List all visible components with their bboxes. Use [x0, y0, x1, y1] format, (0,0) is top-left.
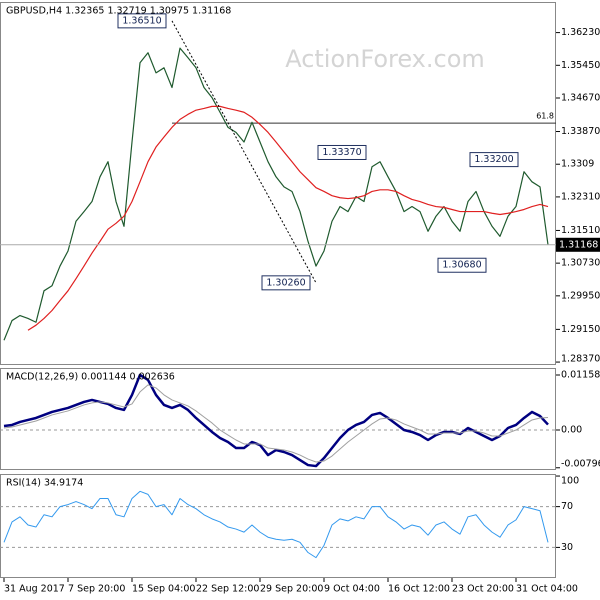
last-price-label: 1.31168	[559, 239, 598, 250]
series-line	[3, 47, 549, 341]
panel-frame	[0, 474, 556, 578]
fib-label: 61.8	[536, 112, 554, 121]
y-tick-label: 1.29150	[561, 324, 600, 335]
y-tick-label: 1.34670	[561, 92, 600, 103]
price-label-box	[261, 275, 311, 291]
y-tick-label: 0.011588	[561, 370, 600, 381]
y-tick-label: 100	[561, 476, 579, 487]
y-tick-label: 30	[561, 542, 573, 553]
panel-title: RSI(14) 34.9174	[6, 478, 83, 489]
y-tick-label: 1.29950	[561, 290, 600, 301]
trend-line	[171, 20, 317, 284]
x-tick-label: 9 Oct 04:00	[324, 584, 380, 595]
price-label-box	[437, 257, 487, 273]
y-tick-label: 1.35450	[561, 60, 600, 71]
price-label: 1.30680	[442, 260, 481, 271]
x-tick-label: 15 Sep 04:00	[132, 584, 195, 595]
x-tick-label: 22 Sep 12:00	[196, 584, 259, 595]
y-tick-label: 1.3309	[561, 159, 594, 170]
y-tick-label: 1.30730	[561, 258, 600, 269]
panel-frame	[0, 2, 556, 365]
price-label-box	[469, 152, 519, 168]
y-tick-label: 0.00	[561, 424, 582, 435]
panel-title: GBPUSD,H4 1.32365 1.32719 1.30975 1.3116…	[6, 6, 231, 17]
x-tick-label: 29 Sep 20:00	[260, 584, 323, 595]
y-tick-label: 70	[561, 501, 573, 512]
price-label: 1.30260	[266, 277, 305, 288]
price-label-box	[117, 13, 167, 29]
y-tick-label: 1.33870	[561, 126, 600, 137]
price-label: 1.33370	[322, 147, 361, 158]
watermark: ActionForex.com	[285, 45, 485, 73]
last-price-box	[556, 237, 600, 252]
x-tick-label: 23 Oct 20:00	[452, 584, 514, 595]
price-label-box	[317, 144, 367, 160]
y-tick-label: 1.36230	[561, 27, 600, 38]
panel-frame	[0, 368, 556, 470]
price-label: 1.33200	[474, 154, 513, 165]
series-line	[3, 373, 549, 468]
x-tick-label: 31 Oct 04:00	[516, 584, 578, 595]
x-tick-label: 16 Oct 12:00	[388, 584, 450, 595]
x-tick-label: 7 Sep 20:00	[68, 584, 125, 595]
panel-title: MACD(12,26,9) 0.001144 0.002636	[6, 372, 175, 383]
series-line	[3, 384, 549, 463]
x-tick-label: 31 Aug 2017	[4, 584, 65, 595]
y-tick-label: -0.007961	[561, 459, 600, 470]
series-line	[27, 105, 549, 331]
y-tick-label: 1.31510	[561, 225, 600, 236]
y-tick-label: 1.32310	[561, 191, 600, 202]
price-label: 1.36510	[122, 15, 161, 26]
series-line	[3, 490, 549, 559]
y-tick-label: 1.28370	[561, 354, 600, 365]
